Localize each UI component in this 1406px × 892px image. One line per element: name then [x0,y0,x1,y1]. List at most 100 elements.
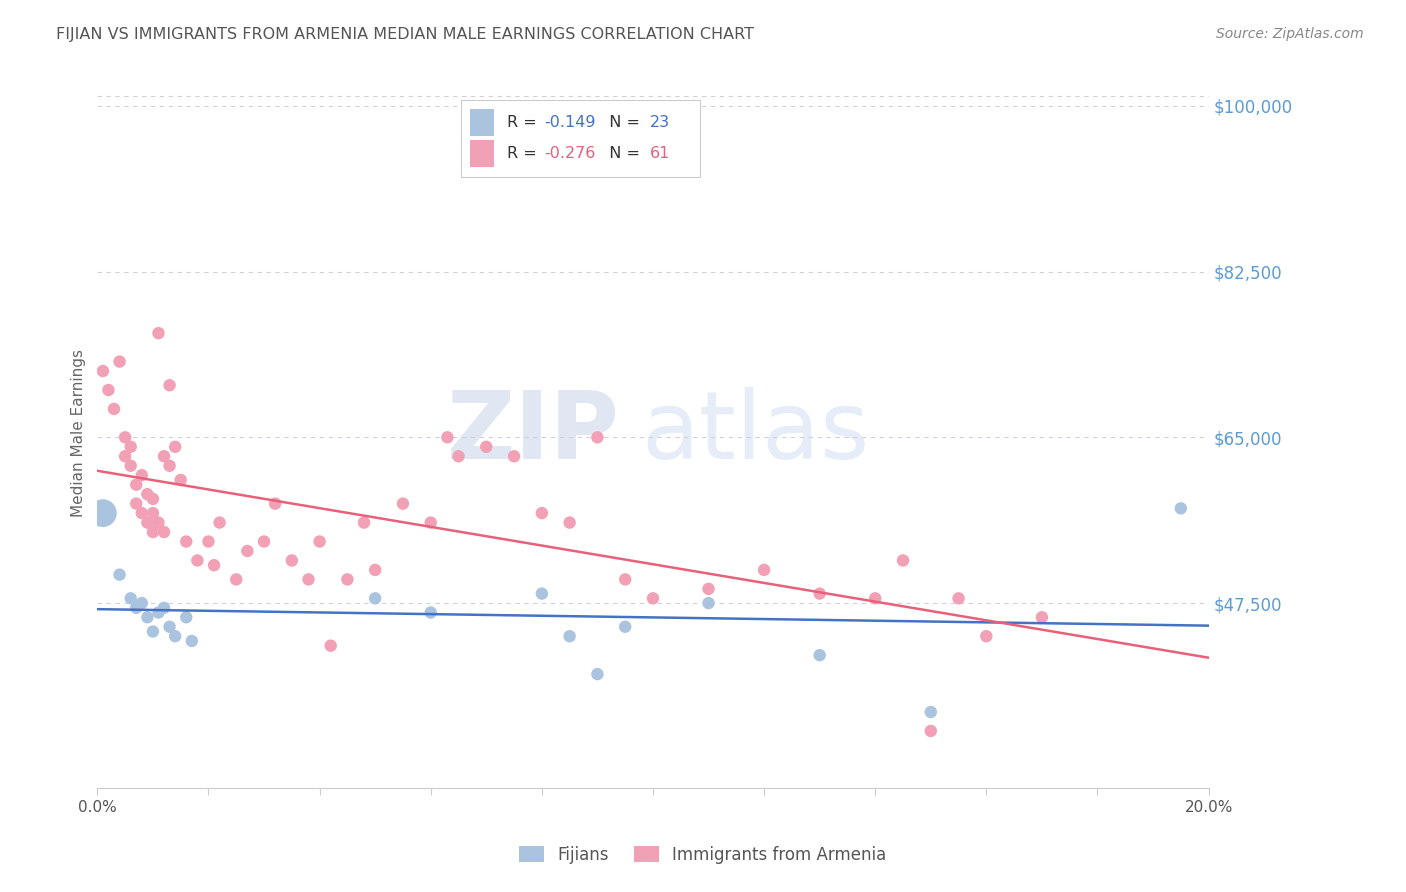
Text: N =: N = [599,146,644,161]
Point [197,534,219,549]
Point [142,624,165,639]
Point [641,591,664,606]
Point [447,450,470,464]
FancyBboxPatch shape [470,140,494,167]
Point [165,629,187,643]
Point [392,497,415,511]
Point [202,558,225,573]
Point [319,639,342,653]
FancyBboxPatch shape [470,109,494,136]
Point [165,440,187,454]
Point [120,591,142,606]
Point [91,506,114,520]
Point [614,620,637,634]
Point [253,534,276,549]
Point [159,458,181,473]
Point [142,524,165,539]
Point [364,563,387,577]
Point [281,553,304,567]
Point [297,573,319,587]
Point [891,553,914,567]
Point [336,573,359,587]
Point [108,567,131,582]
Point [131,596,153,610]
Point [697,582,720,596]
Point [475,440,498,454]
Point [148,606,170,620]
Point [120,440,142,454]
Point [108,354,131,368]
Point [148,516,170,530]
Point [558,516,581,530]
Point [91,364,114,378]
Point [125,600,148,615]
Text: R =: R = [508,146,543,161]
Point [976,629,998,643]
Text: -0.276: -0.276 [544,146,596,161]
Point [364,591,387,606]
Point [153,524,176,539]
Point [208,516,231,530]
Point [103,401,125,416]
Point [697,596,720,610]
Point [159,620,181,634]
Point [586,667,609,681]
Point [808,648,831,662]
Point [174,610,197,624]
Point [136,487,159,501]
Point [948,591,970,606]
Point [125,477,148,491]
Text: N =: N = [599,115,644,129]
Point [808,586,831,600]
Point [125,497,148,511]
FancyBboxPatch shape [461,100,700,177]
Point [863,591,886,606]
Text: FIJIAN VS IMMIGRANTS FROM ARMENIA MEDIAN MALE EARNINGS CORRELATION CHART: FIJIAN VS IMMIGRANTS FROM ARMENIA MEDIAN… [56,27,754,42]
Point [153,600,176,615]
Point [920,723,942,738]
Point [436,430,458,444]
Text: atlas: atlas [643,386,870,479]
Point [308,534,330,549]
Point [419,606,441,620]
Point [530,506,553,520]
Text: -0.149: -0.149 [544,115,596,129]
Point [225,573,247,587]
Point [136,610,159,624]
Text: 61: 61 [650,146,671,161]
Point [920,705,942,719]
Point [136,516,159,530]
Text: R =: R = [508,115,543,129]
Point [170,473,193,487]
Point [586,430,609,444]
Point [153,450,176,464]
Point [142,491,165,506]
Text: Source: ZipAtlas.com: Source: ZipAtlas.com [1216,27,1364,41]
Point [264,497,287,511]
Y-axis label: Median Male Earnings: Median Male Earnings [72,349,86,516]
Point [353,516,375,530]
Point [174,534,197,549]
Point [180,634,202,648]
Point [558,629,581,643]
Point [236,544,259,558]
Point [419,516,441,530]
Point [142,506,165,520]
Point [148,326,170,340]
Text: 23: 23 [650,115,669,129]
Point [114,450,136,464]
Point [752,563,775,577]
Point [614,573,637,587]
Point [1031,610,1053,624]
Point [114,430,136,444]
Point [120,458,142,473]
Point [159,378,181,392]
Point [1170,501,1192,516]
Point [131,468,153,483]
Point [97,383,120,397]
Legend: Fijians, Immigrants from Armenia: Fijians, Immigrants from Armenia [513,839,893,871]
Point [131,506,153,520]
Point [530,586,553,600]
Text: ZIP: ZIP [447,386,620,479]
Point [503,450,526,464]
